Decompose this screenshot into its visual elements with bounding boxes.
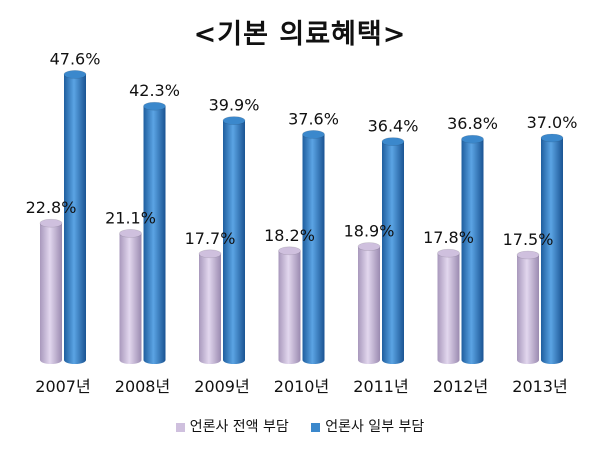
data-label-series-2-5: 36.4% [368, 117, 419, 136]
legend-item-series-1: 언론사 전액 부담 [175, 416, 289, 436]
data-label-series-1-7: 17.5% [503, 230, 554, 249]
bar-series-2-5 [382, 141, 404, 360]
bar-series-1-1 [40, 223, 62, 360]
bar-series-2-7 [541, 138, 563, 360]
bar-base-series-2-6 [461, 356, 484, 364]
bar-base-series-1-6 [437, 356, 460, 364]
chart-title: <기본 의료혜택> [193, 19, 407, 50]
legend-label-series-1: 언론사 전액 부담 [189, 419, 289, 435]
legend-label-series-2: 언론사 일부 부담 [325, 419, 425, 435]
bar-cap-series-2-5 [381, 137, 405, 146]
bar-series-1-5 [358, 246, 380, 360]
bar-base-series-1-5 [358, 356, 380, 364]
bar-cap-series-1-6 [437, 248, 460, 258]
data-label-series-1-6: 17.8% [423, 228, 474, 247]
bar-cap-series-1-7 [516, 250, 540, 260]
bar-series-1-4 [278, 250, 301, 360]
bar-base-series-2-1 [64, 356, 86, 364]
bar-series-2-6 [461, 139, 484, 360]
x-tick-label-4: 2010년 [274, 377, 329, 396]
bar-base-series-1-1 [40, 356, 62, 364]
legend-item-series-2: 언론사 일부 부담 [311, 416, 424, 436]
chart-legend: 언론사 전액 부담 언론사 일부 부담 [0, 416, 600, 436]
bar-base-series-1-4 [278, 356, 301, 364]
data-label-series-1-4: 18.2% [264, 226, 315, 245]
bar-series-2-2 [143, 106, 166, 360]
bar-base-series-2-3 [223, 356, 245, 364]
x-tick-label-5: 2011년 [353, 377, 408, 396]
x-tick-label-6: 2012년 [433, 377, 488, 396]
x-tick-label-7: 2013년 [512, 377, 567, 396]
bar-base-series-2-4 [302, 356, 325, 364]
bar-series-2-1 [64, 74, 86, 361]
bar-base-series-2-7 [541, 356, 563, 364]
data-label-series-1-2: 21.1% [105, 208, 156, 227]
bar-cap-series-2-3 [222, 116, 246, 125]
data-label-series-2-6: 36.8% [447, 114, 498, 133]
bar-cap-series-1-3 [198, 249, 222, 259]
bar-cap-series-2-2 [143, 101, 166, 111]
legend-swatch-series-2 [311, 422, 321, 432]
bar-cap-series-2-6 [461, 134, 484, 144]
bar-cap-series-1-4 [278, 246, 301, 256]
bar-series-1-2 [119, 233, 142, 360]
bar-cap-series-2-7 [540, 133, 564, 143]
bar-series-2-4 [302, 134, 325, 360]
bar-base-series-1-2 [119, 356, 142, 364]
x-tick-label-1: 2007년 [35, 377, 90, 396]
legend-swatch-series-1 [175, 422, 185, 432]
data-label-series-2-3: 39.9% [209, 96, 260, 115]
bar-series-1-3 [199, 253, 221, 360]
bar-base-series-2-2 [143, 356, 166, 364]
data-label-series-1-1: 22.8% [26, 198, 77, 217]
bar-cap-series-2-1 [63, 70, 87, 79]
bar-cap-series-1-2 [119, 229, 142, 238]
bar-cap-series-2-4 [302, 130, 325, 139]
x-tick-label-2: 2008년 [115, 377, 170, 396]
bar-series-1-6 [437, 253, 460, 360]
bar-base-series-1-3 [199, 356, 221, 364]
bar-base-series-1-7 [517, 356, 539, 364]
bar-cap-series-1-1 [39, 218, 63, 228]
data-label-series-2-2: 42.3% [129, 81, 180, 100]
bar-series-2-3 [223, 120, 245, 360]
data-label-series-2-1: 47.6% [50, 49, 101, 68]
bar-series-1-7 [517, 255, 539, 360]
bar-cap-series-1-5 [357, 242, 381, 251]
data-label-series-1-3: 17.7% [185, 229, 236, 248]
data-label-series-1-5: 18.9% [344, 222, 395, 241]
x-tick-label-3: 2009년 [194, 377, 249, 396]
data-label-series-2-7: 37.0% [527, 113, 578, 132]
data-label-series-2-4: 37.6% [288, 109, 339, 128]
bar-base-series-2-5 [382, 356, 404, 364]
